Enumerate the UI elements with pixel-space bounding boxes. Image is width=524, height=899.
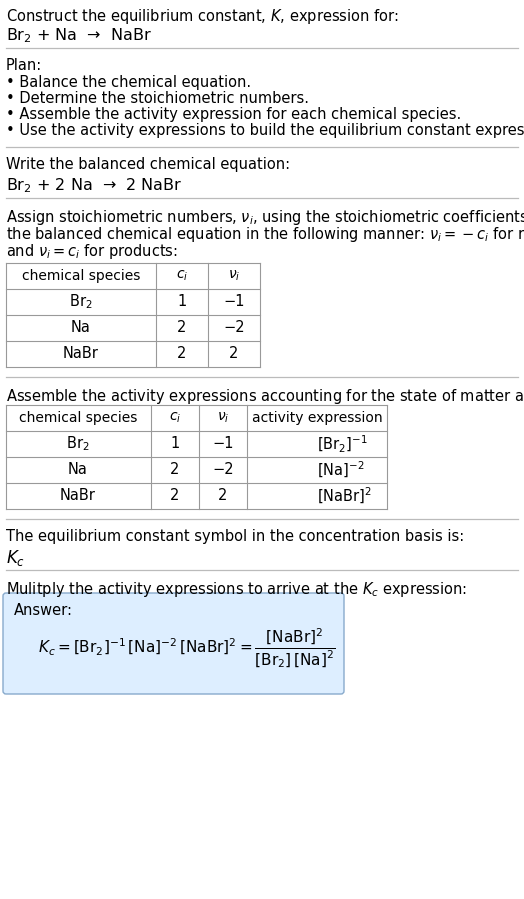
Text: NaBr: NaBr [60,488,96,503]
Text: • Use the activity expressions to build the equilibrium constant expression.: • Use the activity expressions to build … [6,123,524,138]
Text: Na: Na [68,462,88,477]
Text: and $\nu_i = c_i$ for products:: and $\nu_i = c_i$ for products: [6,242,178,261]
Text: 1: 1 [170,437,180,451]
Text: $[\mathrm{Na}]^{-2}$: $[\mathrm{Na}]^{-2}$ [317,460,364,480]
FancyBboxPatch shape [3,593,344,694]
Text: 1: 1 [178,295,187,309]
Text: Construct the equilibrium constant, $K$, expression for:: Construct the equilibrium constant, $K$,… [6,7,399,26]
Text: 2: 2 [230,346,239,361]
Text: $c_i$: $c_i$ [176,269,188,283]
Text: $\mathrm{Br_2}$ + Na  →  NaBr: $\mathrm{Br_2}$ + Na → NaBr [6,26,152,45]
Text: Write the balanced chemical equation:: Write the balanced chemical equation: [6,157,290,172]
Text: −2: −2 [223,321,245,335]
Text: $K_c = [\mathrm{Br_2}]^{-1}\,[\mathrm{Na}]^{-2}\,[\mathrm{NaBr}]^{2} = \dfrac{[\: $K_c = [\mathrm{Br_2}]^{-1}\,[\mathrm{Na… [38,627,335,670]
Text: Assemble the activity expressions accounting for the state of matter and $\nu_i$: Assemble the activity expressions accoun… [6,387,524,406]
Text: Plan:: Plan: [6,58,42,73]
Text: 2: 2 [177,321,187,335]
Text: $\nu_i$: $\nu_i$ [228,269,240,283]
Text: 2: 2 [170,462,180,477]
Text: −1: −1 [212,437,234,451]
Text: • Assemble the activity expression for each chemical species.: • Assemble the activity expression for e… [6,107,461,122]
Text: $[\mathrm{Br_2}]^{-1}$: $[\mathrm{Br_2}]^{-1}$ [317,433,368,455]
Text: Assign stoichiometric numbers, $\nu_i$, using the stoichiometric coefficients, $: Assign stoichiometric numbers, $\nu_i$, … [6,208,524,227]
Text: • Balance the chemical equation.: • Balance the chemical equation. [6,75,251,90]
Text: $K_c$: $K_c$ [6,548,25,568]
Text: NaBr: NaBr [63,346,99,361]
Text: activity expression: activity expression [252,411,383,425]
Text: chemical species: chemical species [22,269,140,283]
Text: • Determine the stoichiometric numbers.: • Determine the stoichiometric numbers. [6,91,309,106]
Text: −2: −2 [212,462,234,477]
Text: Mulitply the activity expressions to arrive at the $K_c$ expression:: Mulitply the activity expressions to arr… [6,580,467,599]
Text: $\mathrm{Br_2}$ + 2 Na  →  2 NaBr: $\mathrm{Br_2}$ + 2 Na → 2 NaBr [6,176,182,195]
Text: Answer:: Answer: [14,603,73,618]
Text: chemical species: chemical species [19,411,137,425]
Text: $\nu_i$: $\nu_i$ [217,411,229,425]
Text: 2: 2 [170,488,180,503]
Text: $\mathrm{Br_2}$: $\mathrm{Br_2}$ [66,434,90,453]
Text: $\mathrm{Br_2}$: $\mathrm{Br_2}$ [69,293,93,311]
Text: $[\mathrm{NaBr}]^{2}$: $[\mathrm{NaBr}]^{2}$ [317,486,372,506]
Text: 2: 2 [219,488,228,503]
Text: 2: 2 [177,346,187,361]
Text: the balanced chemical equation in the following manner: $\nu_i = -c_i$ for react: the balanced chemical equation in the fo… [6,225,524,244]
Text: −1: −1 [223,295,245,309]
Text: $c_i$: $c_i$ [169,411,181,425]
Text: Na: Na [71,321,91,335]
Text: The equilibrium constant symbol in the concentration basis is:: The equilibrium constant symbol in the c… [6,529,464,544]
